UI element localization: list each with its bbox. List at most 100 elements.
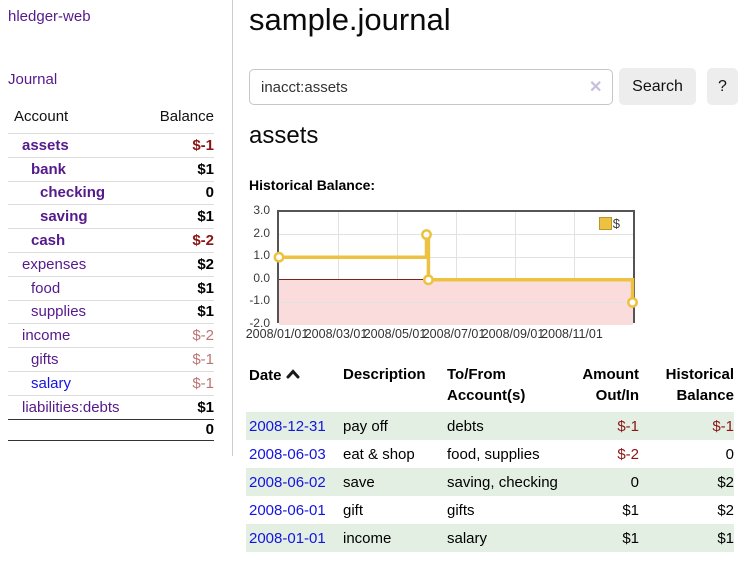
gridline bbox=[574, 212, 575, 321]
gridline bbox=[397, 212, 398, 321]
help-button[interactable]: ? bbox=[707, 68, 738, 105]
account-link[interactable]: gifts bbox=[31, 351, 59, 369]
account-link[interactable]: assets bbox=[22, 136, 69, 154]
account-row-liabilities-debts[interactable]: liabilities:debts $1 bbox=[8, 394, 214, 419]
account-balance: $1 bbox=[197, 208, 214, 226]
gridline bbox=[456, 212, 457, 321]
account-row-bank[interactable]: bank $1 bbox=[8, 156, 214, 181]
transaction-balance: $1 bbox=[639, 524, 734, 552]
x-tick-label: 2008/09/01 bbox=[481, 327, 545, 341]
clear-search-icon[interactable]: ✕ bbox=[589, 79, 603, 96]
account-row-food[interactable]: food $1 bbox=[8, 275, 214, 300]
register-row: 2008-12-31 pay off debts $-1 $-1 bbox=[246, 412, 734, 440]
amount-column-header: Amount Out/In bbox=[582, 366, 639, 404]
account-heading: assets bbox=[249, 122, 319, 149]
account-link[interactable]: bank bbox=[31, 160, 67, 178]
register-row: 2008-06-01 gift gifts $1 $2 bbox=[246, 496, 734, 524]
account-balance: $-1 bbox=[192, 351, 214, 369]
transaction-accounts: saving, checking bbox=[447, 468, 559, 496]
legend-label: $ bbox=[612, 216, 620, 231]
x-tick-label: 2008/05/01 bbox=[363, 327, 427, 341]
register-header-row: Date Description To/From Account(s) Amou… bbox=[246, 362, 734, 412]
account-balance: $-1 bbox=[192, 136, 214, 154]
date-column-header[interactable]: Date bbox=[246, 362, 343, 412]
transaction-amount: $-2 bbox=[617, 446, 639, 463]
account-row-income[interactable]: income $-2 bbox=[8, 323, 214, 347]
gridline bbox=[279, 257, 633, 258]
y-tick-label: -2.0 bbox=[249, 316, 270, 330]
account-balance: $-2 bbox=[192, 327, 214, 345]
account-balance: $1 bbox=[197, 303, 214, 321]
account-row-cash[interactable]: cash $-2 bbox=[8, 228, 214, 252]
description-column-header: Description bbox=[343, 366, 426, 383]
app-brand-link[interactable]: hledger-web bbox=[8, 8, 91, 25]
account-link[interactable]: supplies bbox=[31, 303, 87, 321]
account-balance: $1 bbox=[197, 279, 214, 297]
account-column-header: Account bbox=[14, 108, 69, 125]
register-table: Date Description To/From Account(s) Amou… bbox=[246, 362, 734, 552]
sidebar-item-journal[interactable]: Journal bbox=[8, 71, 58, 88]
register-row: 2008-06-03 eat & shop food, supplies $-2… bbox=[246, 440, 734, 468]
transaction-accounts: salary bbox=[447, 524, 559, 552]
gridline bbox=[279, 302, 633, 303]
gridline bbox=[338, 212, 339, 321]
balance-chart: $ bbox=[273, 210, 638, 325]
account-row-assets[interactable]: assets $-1 bbox=[8, 133, 214, 157]
account-balance: $1 bbox=[197, 160, 214, 178]
account-row-supplies[interactable]: supplies $1 bbox=[8, 299, 214, 324]
balance-column-header: Balance bbox=[159, 108, 214, 125]
transaction-balance: $2 bbox=[639, 468, 734, 496]
gridline bbox=[515, 212, 516, 321]
account-link[interactable]: checking bbox=[40, 184, 106, 202]
search-input[interactable] bbox=[249, 69, 613, 105]
account-balance: $2 bbox=[197, 255, 214, 273]
x-tick-label: 2008/11/01 bbox=[541, 327, 603, 341]
account-link[interactable]: income bbox=[22, 327, 71, 345]
account-link[interactable]: cash bbox=[31, 232, 66, 250]
transaction-accounts: food, supplies bbox=[447, 446, 540, 463]
page-title: sample.journal bbox=[249, 2, 451, 37]
accounts-total-value: 0 bbox=[205, 421, 214, 439]
account-balance: $-2 bbox=[192, 232, 214, 250]
accounts-table-header: Account Balance bbox=[8, 106, 214, 133]
account-row-gifts[interactable]: gifts $-1 bbox=[8, 347, 214, 371]
y-tick-label: 0.0 bbox=[253, 271, 270, 285]
search-button[interactable]: Search bbox=[619, 68, 696, 105]
x-tick-label: 2008/03/01 bbox=[304, 327, 368, 341]
account-row-checking[interactable]: checking 0 bbox=[8, 180, 214, 205]
account-link[interactable]: salary bbox=[31, 374, 72, 392]
transaction-description: pay off bbox=[343, 412, 447, 440]
transaction-accounts: gifts bbox=[447, 502, 475, 519]
transaction-balance: 0 bbox=[725, 446, 734, 463]
register-row: 2008-01-01 income salary $1 $1 bbox=[246, 524, 734, 552]
account-link[interactable]: expenses bbox=[22, 255, 87, 273]
account-link[interactable]: saving bbox=[40, 208, 88, 226]
chart-title: Historical Balance: bbox=[249, 177, 376, 193]
transaction-amount: 0 bbox=[559, 468, 639, 496]
transaction-date-link[interactable]: 2008-06-01 bbox=[249, 502, 326, 519]
account-row-saving[interactable]: saving $1 bbox=[8, 204, 214, 228]
transaction-date-link[interactable]: 2008-01-01 bbox=[249, 530, 326, 547]
account-link[interactable]: liabilities:debts bbox=[22, 398, 120, 416]
account-row-expenses[interactable]: expenses $2 bbox=[8, 251, 214, 276]
transaction-description: eat & shop bbox=[343, 446, 415, 463]
transaction-date-link[interactable]: 2008-12-31 bbox=[249, 418, 326, 435]
transaction-balance: $-1 bbox=[639, 412, 734, 440]
transaction-balance: $2 bbox=[717, 502, 734, 519]
transaction-description: income bbox=[343, 524, 447, 552]
y-tick-label: 3.0 bbox=[253, 203, 270, 217]
legend-color-swatch bbox=[598, 217, 612, 230]
transaction-description: save bbox=[343, 468, 447, 496]
account-link[interactable]: food bbox=[31, 279, 61, 297]
transaction-date-link[interactable]: 2008-06-03 bbox=[249, 446, 326, 463]
account-row-salary[interactable]: salary $-1 bbox=[8, 370, 214, 395]
balance-column-header: Historical Balance bbox=[665, 366, 734, 404]
transaction-date-link[interactable]: 2008-06-02 bbox=[249, 474, 326, 491]
account-balance: $-1 bbox=[192, 374, 214, 392]
y-tick-label: -1.0 bbox=[249, 293, 270, 307]
account-balance: $1 bbox=[197, 398, 214, 416]
y-tick-label: 2.0 bbox=[253, 226, 270, 240]
transaction-description: gift bbox=[343, 502, 364, 519]
register-row: 2008-06-02 save saving, checking 0 $2 bbox=[246, 468, 734, 496]
transaction-amount: $1 bbox=[559, 524, 639, 552]
